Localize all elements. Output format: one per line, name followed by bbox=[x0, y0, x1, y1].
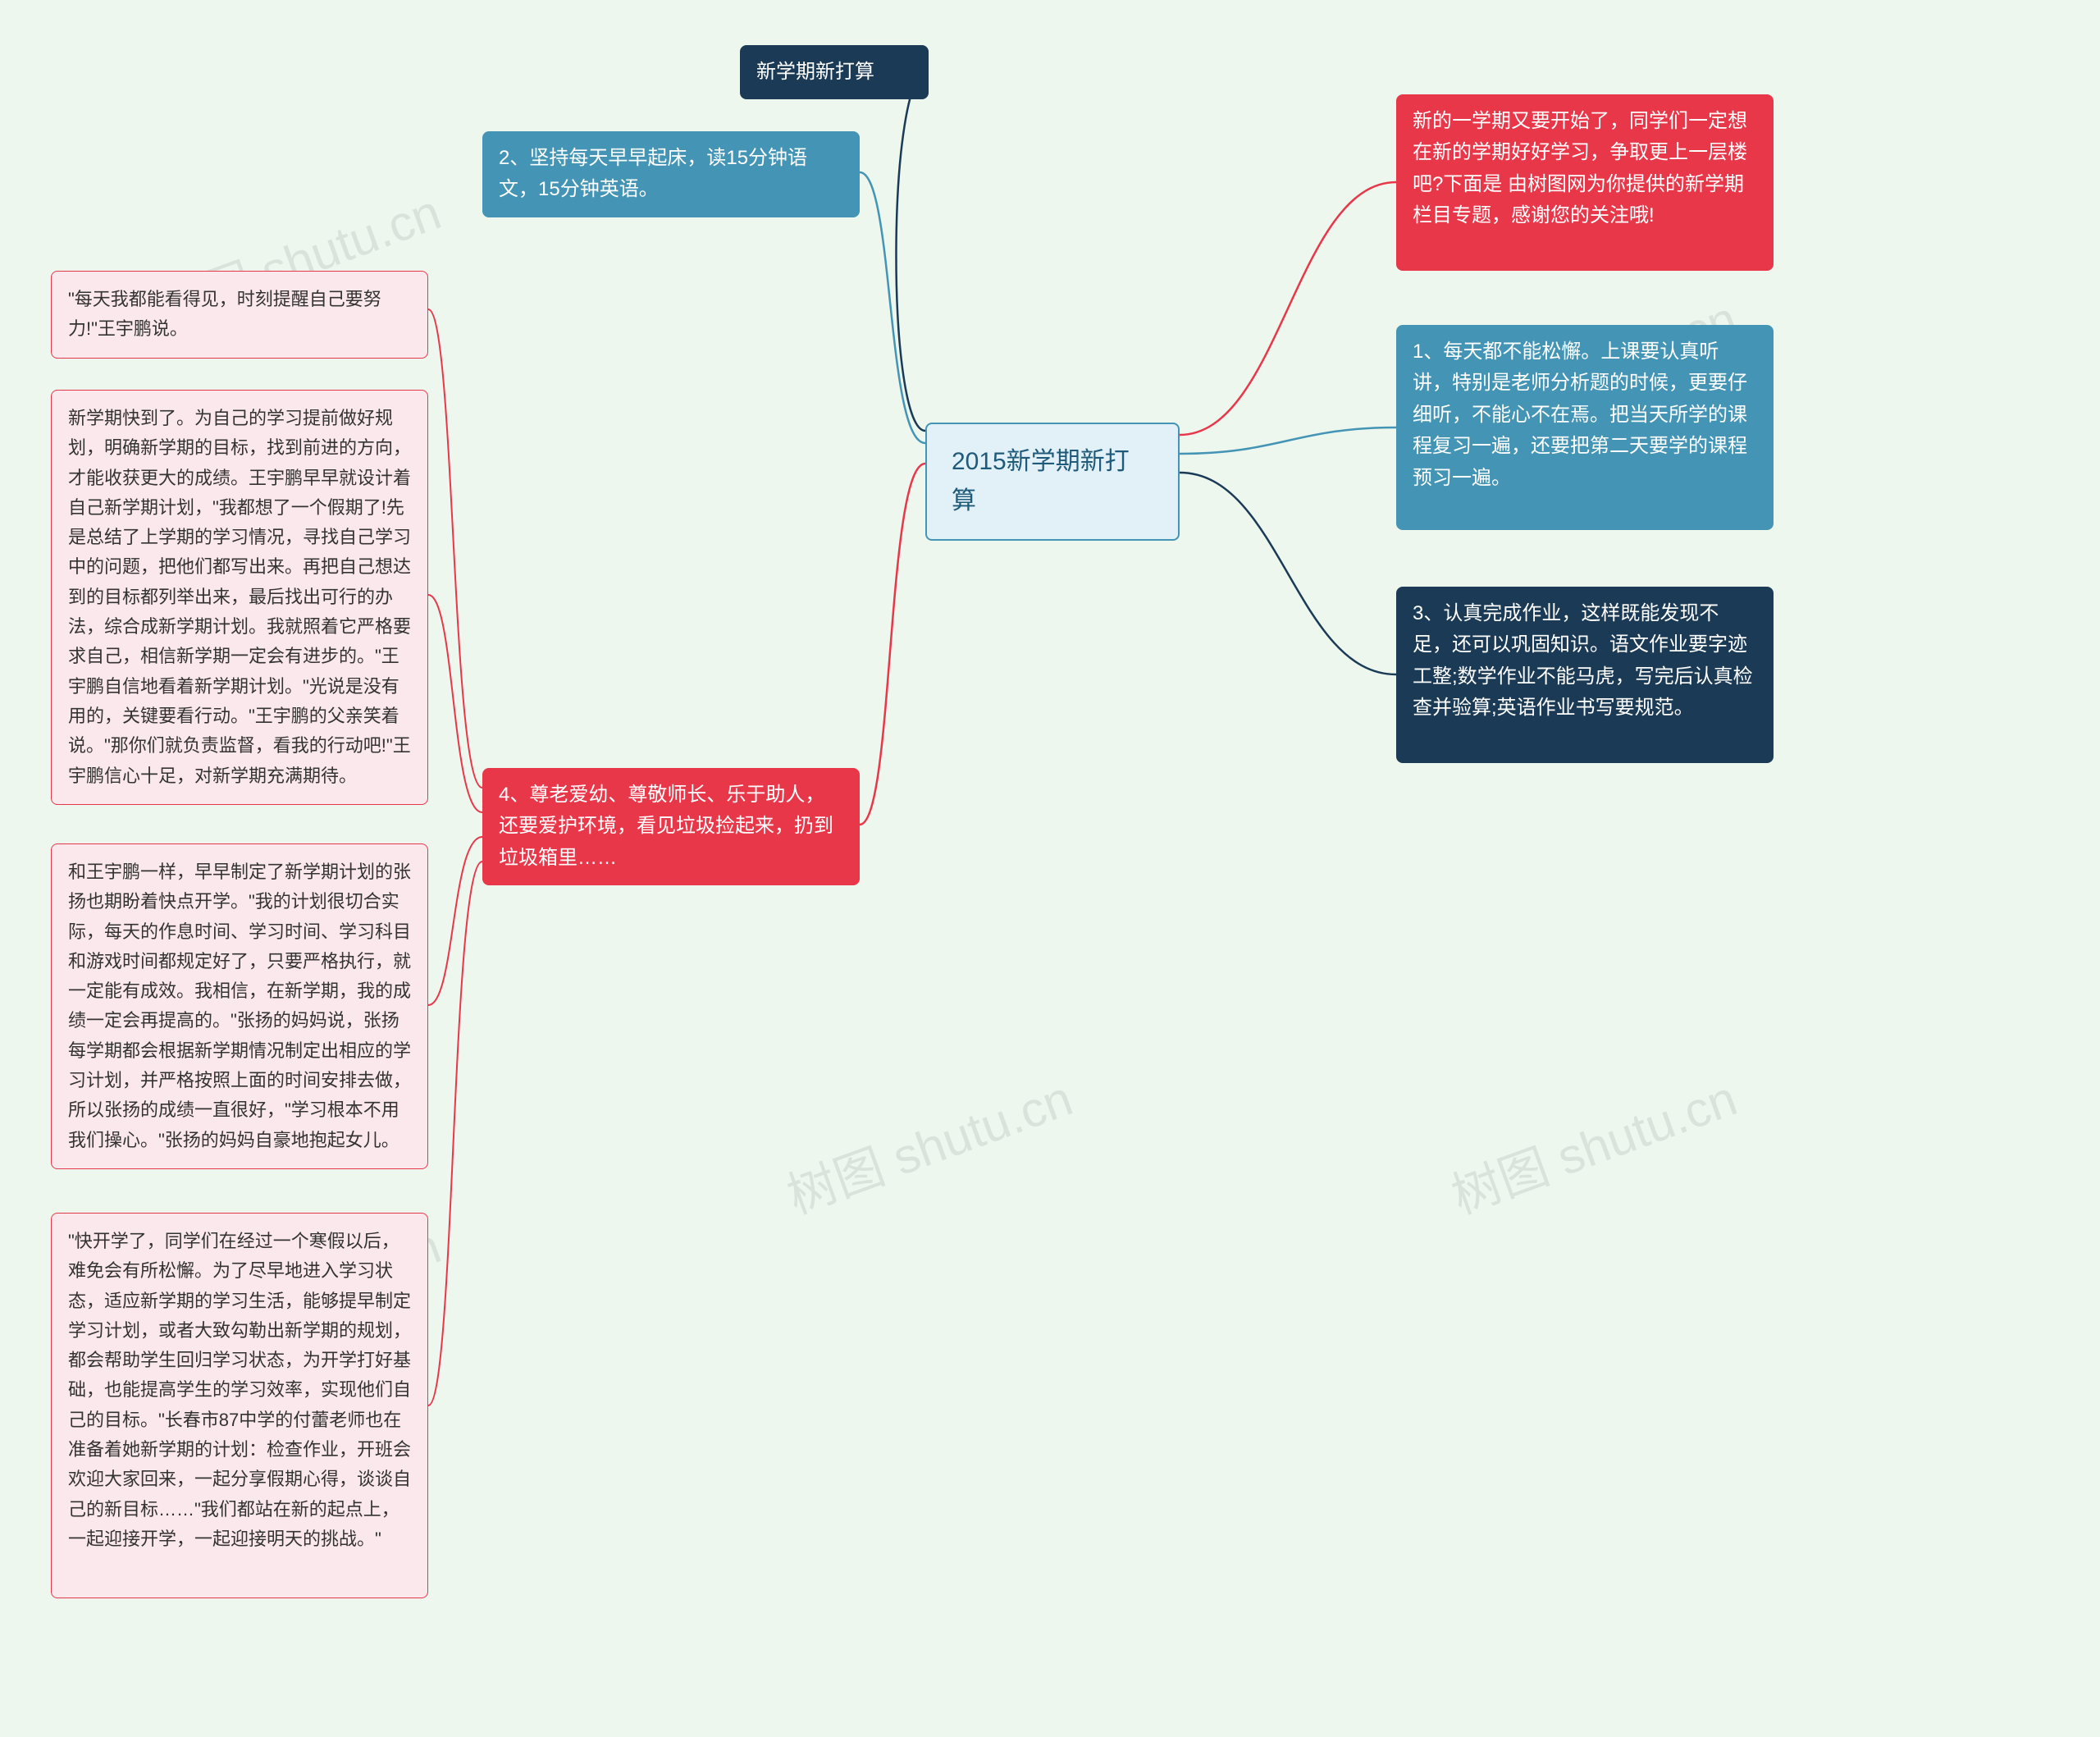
leaf-paragraph-4[interactable]: "快开学了，同学们在经过一个寒假以后，难免会有所松懈。为了尽早地进入学习状态，适… bbox=[51, 1213, 428, 1598]
watermark: 树图 shutu.cn bbox=[1440, 1058, 1745, 1227]
leaf-paragraph-3[interactable]: 和王宇鹏一样，早早制定了新学期计划的张扬也期盼着快点开学。"我的计划很切合实际，… bbox=[51, 843, 428, 1169]
leaf-quote-1[interactable]: "每天我都能看得见，时刻提醒自己要努力!"王宇鹏说。 bbox=[51, 271, 428, 359]
right-child-intro[interactable]: 新的一学期又要开始了，同学们一定想在新的学期好好学习，争取更上一层楼吧?下面是 … bbox=[1396, 94, 1774, 271]
leaf-paragraph-2[interactable]: 新学期快到了。为自己的学习提前做好规划，明确新学期的目标，找到前进的方向，才能收… bbox=[51, 390, 428, 805]
right-child-item3[interactable]: 3、认真完成作业，这样既能发现不足，还可以巩固知识。语文作业要字迹工整;数学作业… bbox=[1396, 587, 1774, 763]
watermark: 树图 shutu.cn bbox=[776, 1058, 1080, 1227]
root-node[interactable]: 2015新学期新打算 bbox=[925, 423, 1180, 541]
left-child-item2[interactable]: 2、坚持每天早早起床，读15分钟语文，15分钟英语。 bbox=[482, 131, 860, 217]
left-child-item4[interactable]: 4、尊老爱幼、尊敬师长、乐于助人，还要爱护环境，看见垃圾捡起来，扔到垃圾箱里…… bbox=[482, 768, 860, 885]
right-child-item1[interactable]: 1、每天都不能松懈。上课要认真听讲，特别是老师分析题的时候，更要仔细听，不能心不… bbox=[1396, 325, 1774, 530]
left-child-title[interactable]: 新学期新打算 bbox=[740, 45, 929, 99]
